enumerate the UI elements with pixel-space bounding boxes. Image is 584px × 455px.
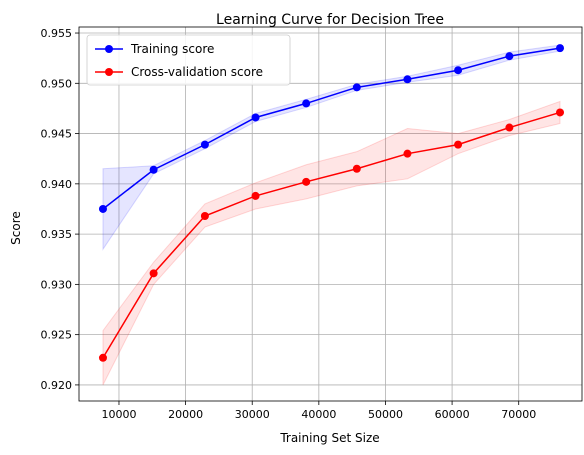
training-score-point (403, 75, 412, 84)
x-tick-label: 40000 (301, 408, 336, 421)
training-score-point (556, 44, 565, 53)
legend-cv-label: Cross-validation score (131, 65, 263, 79)
series-points (98, 44, 565, 362)
legend-training-label: Training score (130, 42, 214, 56)
plot-frame (78, 26, 583, 402)
cv-score-point (302, 177, 311, 186)
y-tick-label: 0.945 (41, 128, 73, 141)
y-tick-label: 0.935 (41, 228, 73, 241)
cv-score-point (251, 191, 260, 200)
cv-score-point (98, 353, 107, 362)
training-score-point (98, 204, 107, 213)
grid (79, 27, 582, 401)
training-score-point (149, 165, 158, 174)
axis-ticks: 10000 20000 30000 40000 50000 60000 70000 0.920… (41, 27, 537, 421)
cv-score-band (102, 100, 561, 386)
legend-cv-marker (105, 68, 113, 76)
x-tick-label: 30000 (235, 408, 270, 421)
legend: Training score Cross-validation score (86, 34, 291, 86)
x-tick-label: 60000 (435, 408, 470, 421)
training-score-point (454, 66, 463, 75)
chart-title: Learning Curve for Decision Tree (216, 12, 444, 28)
cv-score-line (102, 111, 561, 359)
training-score-line (102, 47, 561, 210)
cv-score-point (149, 269, 158, 278)
cv-score-point (454, 140, 463, 149)
x-tick-label: 50000 (368, 408, 403, 421)
training-score-point (251, 113, 260, 122)
training-score-point (200, 140, 209, 149)
legend-training-marker (105, 45, 113, 53)
y-tick-label: 0.940 (41, 178, 73, 191)
series-lines (102, 47, 561, 359)
y-tick-label: 0.925 (41, 329, 73, 342)
training-score-point (302, 99, 311, 108)
x-tick-label: 10000 (101, 408, 136, 421)
training-score-point (505, 52, 514, 61)
cv-score-point (556, 108, 565, 117)
cv-score-point (505, 123, 514, 132)
y-axis-label: Score (9, 211, 23, 245)
y-tick-label: 0.920 (41, 379, 73, 392)
y-tick-label: 0.955 (41, 27, 73, 40)
x-tick-label: 20000 (168, 408, 203, 421)
legend-box (86, 34, 291, 86)
training-score-point (352, 83, 361, 92)
x-tick-label: 70000 (501, 408, 536, 421)
cv-score-point (352, 164, 361, 173)
x-axis-label: Training Set Size (279, 431, 379, 445)
y-tick-label: 0.930 (41, 278, 73, 291)
cv-score-point (200, 212, 209, 221)
cv-score-point (403, 149, 412, 158)
y-tick-label: 0.950 (41, 77, 73, 90)
